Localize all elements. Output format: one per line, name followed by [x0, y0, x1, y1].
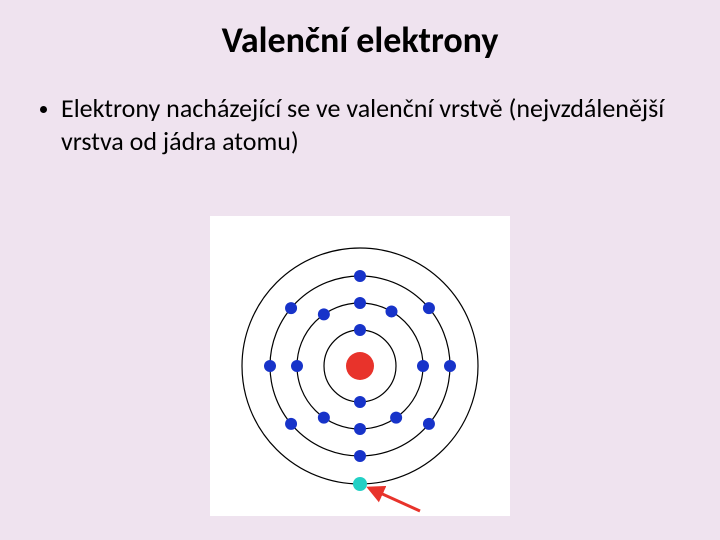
- page-title: Valenční elektrony: [0, 0, 720, 62]
- atom-diagram: [210, 216, 510, 516]
- bullet-text: Elektrony nacházející se ve valenční vrs…: [61, 92, 690, 157]
- bullet-list: Elektrony nacházející se ve valenční vrs…: [0, 92, 720, 157]
- bullet-dot-icon: [40, 106, 47, 113]
- bullet-item: Elektrony nacházející se ve valenční vrs…: [40, 92, 690, 157]
